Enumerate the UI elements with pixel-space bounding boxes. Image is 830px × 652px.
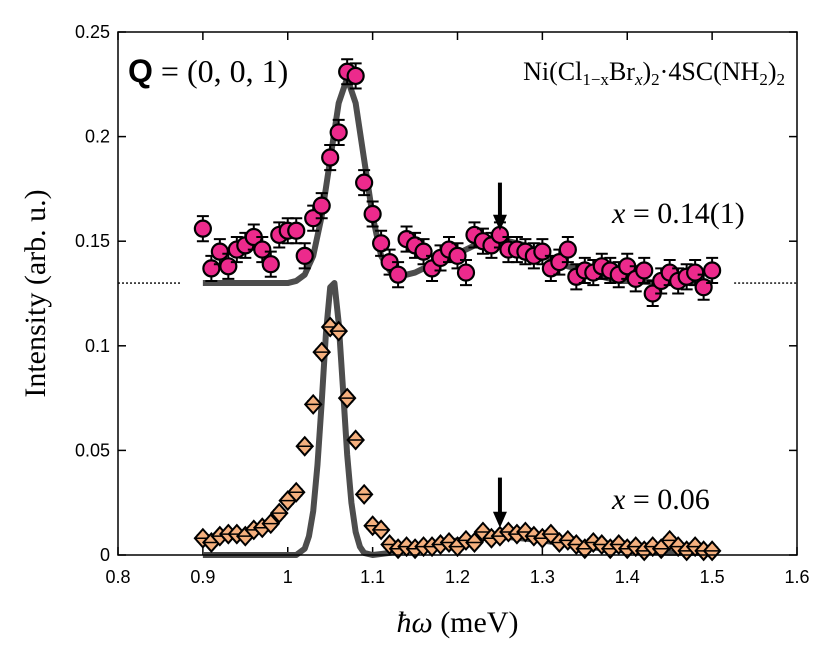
x-tick-label: 1.5 [700, 567, 725, 587]
y-tick-label: 0 [100, 545, 110, 565]
series-label: x = 0.14(1) [611, 197, 745, 230]
y-tick-label: 0.05 [75, 440, 110, 460]
y-tick-label: 0.15 [75, 231, 110, 251]
data-point [202, 259, 221, 278]
data-point [287, 221, 306, 240]
x-tick-label: 1.4 [615, 567, 640, 587]
data-point [346, 66, 365, 86]
arrow-head [492, 214, 507, 231]
formula-subscript: 2 [759, 70, 768, 89]
series-label: x = 0.06 [611, 483, 710, 516]
y-tick-label: 0.2 [85, 127, 110, 147]
q-label: Q = (0, 0, 1) [128, 53, 288, 89]
formula-subscript: 1−x [582, 70, 609, 89]
data-point [355, 173, 374, 192]
series-label-var: x [611, 483, 626, 516]
formula-text: ·4SC(NH [660, 57, 760, 86]
data-point [219, 257, 238, 276]
formula-text: ) [642, 57, 651, 86]
x-axis-label: ħω (meV) [397, 606, 519, 639]
formula-text: Ni(Cl [523, 57, 582, 86]
x-tick-label: 1.2 [445, 567, 470, 587]
data-point [372, 234, 391, 253]
y-tick-label: 0.25 [75, 22, 110, 42]
y-axis-label: Intensity (arb. u.) [19, 189, 52, 397]
data-point [210, 242, 229, 261]
plot-frame [117, 31, 798, 556]
data-point [414, 242, 433, 261]
formula-subscript: x [634, 70, 643, 89]
data-point [635, 261, 654, 280]
y-tick-label: 0.1 [85, 336, 110, 356]
x-tick-label: 0.9 [190, 567, 215, 587]
q-bold: Q [128, 53, 153, 89]
series-label-value: = 0.06 [625, 483, 709, 516]
data-point [686, 263, 705, 282]
formula-text: Br [609, 57, 635, 86]
data-point [329, 123, 348, 142]
data-point [312, 196, 331, 215]
formula: Ni(Cl1−xBrx)2·4SC(NH2)2 [523, 57, 785, 89]
data-point [321, 148, 340, 167]
data-point [363, 204, 382, 224]
x-tick-label: 1.1 [360, 567, 385, 587]
x-axis-symbol: ħω [397, 606, 433, 639]
data-point [456, 263, 476, 282]
data-point [694, 278, 713, 297]
data-point [533, 242, 552, 261]
data-point [558, 240, 577, 259]
x-axis-unit: (meV) [433, 606, 519, 639]
data-point [388, 265, 408, 284]
data-point [703, 261, 722, 280]
data-point [448, 246, 467, 265]
series-label-var: x [611, 197, 626, 230]
formula-subscript: 2 [777, 70, 786, 89]
q-value: = (0, 0, 1) [153, 53, 288, 89]
arrow-head [492, 511, 507, 528]
data-point [295, 246, 314, 265]
data-point [261, 255, 280, 274]
x-tick-label: 0.8 [105, 567, 130, 587]
x-tick-label: 1.3 [530, 567, 555, 587]
formula-subscript: 2 [651, 70, 660, 89]
formula-text: ) [768, 57, 777, 86]
series-label-value: = 0.14(1) [625, 197, 744, 230]
x-tick-label: 1.6 [784, 567, 809, 587]
data-point [253, 240, 272, 259]
x-tick-label: 1 [283, 567, 293, 587]
data-point [193, 219, 212, 238]
